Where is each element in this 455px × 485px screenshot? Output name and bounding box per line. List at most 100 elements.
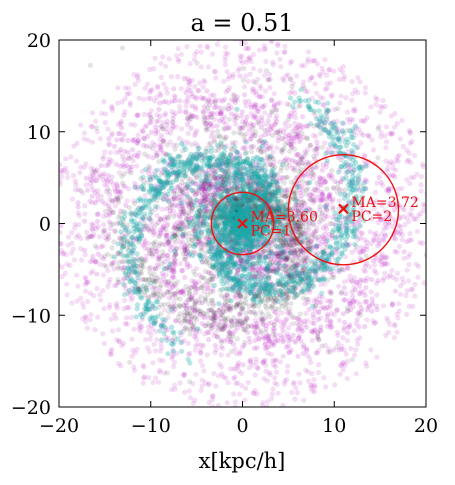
black-particle [270,133,276,139]
magenta-particle [349,278,355,284]
magenta-particle [127,102,133,108]
magenta-particle [83,182,89,188]
magenta-particle [70,246,76,252]
magenta-particle [102,120,108,126]
magenta-particle [388,113,394,119]
magenta-particle [145,240,152,247]
magenta-particle [423,252,426,258]
magenta-particle [123,321,129,327]
magenta-particle [244,243,250,249]
magenta-particle [302,204,308,210]
magenta-particle [141,375,147,381]
magenta-particle [240,146,246,152]
magenta-particle [220,260,227,266]
magenta-particle [352,287,358,293]
magenta-particle [149,326,156,332]
magenta-particle [249,111,255,117]
magenta-particle [407,129,413,135]
magenta-particle [257,68,263,74]
magenta-particle [412,152,418,159]
magenta-particle [404,158,410,164]
magenta-particle [253,359,259,366]
magenta-particle [350,91,356,97]
magenta-particle [192,130,198,136]
magenta-particle [159,206,165,212]
magenta-particle [246,54,252,61]
magenta-particle [116,361,122,367]
black-particle [188,116,194,122]
magenta-particle [180,138,186,144]
magenta-particle [292,338,298,344]
black-particle [296,103,302,109]
black-particle [266,77,272,83]
magenta-particle [390,223,396,229]
magenta-particle [332,382,338,388]
magenta-particle [239,109,245,115]
magenta-particle [132,184,138,190]
magenta-particle [114,183,120,189]
magenta-particle [261,237,267,243]
magenta-particle [231,203,238,209]
magenta-particle [265,350,271,356]
magenta-particle [347,324,353,330]
magenta-particle [109,107,116,114]
magenta-particle [223,50,229,56]
magenta-particle [65,174,71,180]
magenta-particle [341,76,347,83]
magenta-particle [300,79,307,85]
magenta-particle [324,298,330,304]
black-particle [328,290,334,296]
magenta-particle [59,181,63,187]
magenta-particle [351,352,358,358]
magenta-particle [183,103,189,109]
magenta-particle [158,344,165,351]
magenta-particle [218,111,224,117]
magenta-particle [260,284,266,290]
black-particle [291,315,297,321]
magenta-particle [253,102,259,108]
magenta-particle [262,45,268,52]
magenta-particle [129,147,136,153]
magenta-particle [132,367,138,373]
magenta-particle [193,94,199,100]
magenta-particle [349,182,355,188]
magenta-particle [357,277,363,283]
magenta-particle [170,156,176,162]
magenta-particle [87,317,93,323]
black-particle [246,303,252,309]
magenta-particle [311,320,317,326]
magenta-particle [273,282,279,288]
magenta-particle [308,75,314,81]
magenta-particle [368,241,374,247]
magenta-particle [211,105,218,111]
magenta-particle [118,136,124,142]
magenta-particle [106,142,112,148]
magenta-particle [121,112,127,118]
magenta-particle [116,170,123,176]
magenta-particle [235,277,241,283]
magenta-particle [157,90,163,96]
magenta-particle [383,124,389,130]
magenta-particle [350,294,356,300]
magenta-particle [119,342,125,349]
magenta-particle [374,292,380,298]
magenta-particle [420,164,426,170]
magenta-particle [294,184,300,190]
magenta-particle [270,362,277,368]
magenta-particle [87,180,94,186]
black-particle [183,324,189,330]
magenta-particle [320,273,326,279]
magenta-particle [173,318,179,324]
magenta-particle [199,377,205,383]
magenta-particle [140,310,146,316]
magenta-particle [82,314,88,320]
magenta-particle [329,92,335,98]
magenta-particle [397,231,403,237]
magenta-particle [135,278,141,284]
magenta-particle [89,233,95,239]
magenta-particle [235,270,241,276]
magenta-particle [199,362,206,369]
magenta-particle [267,85,273,91]
magenta-particle [161,370,167,376]
magenta-particle [59,212,61,217]
